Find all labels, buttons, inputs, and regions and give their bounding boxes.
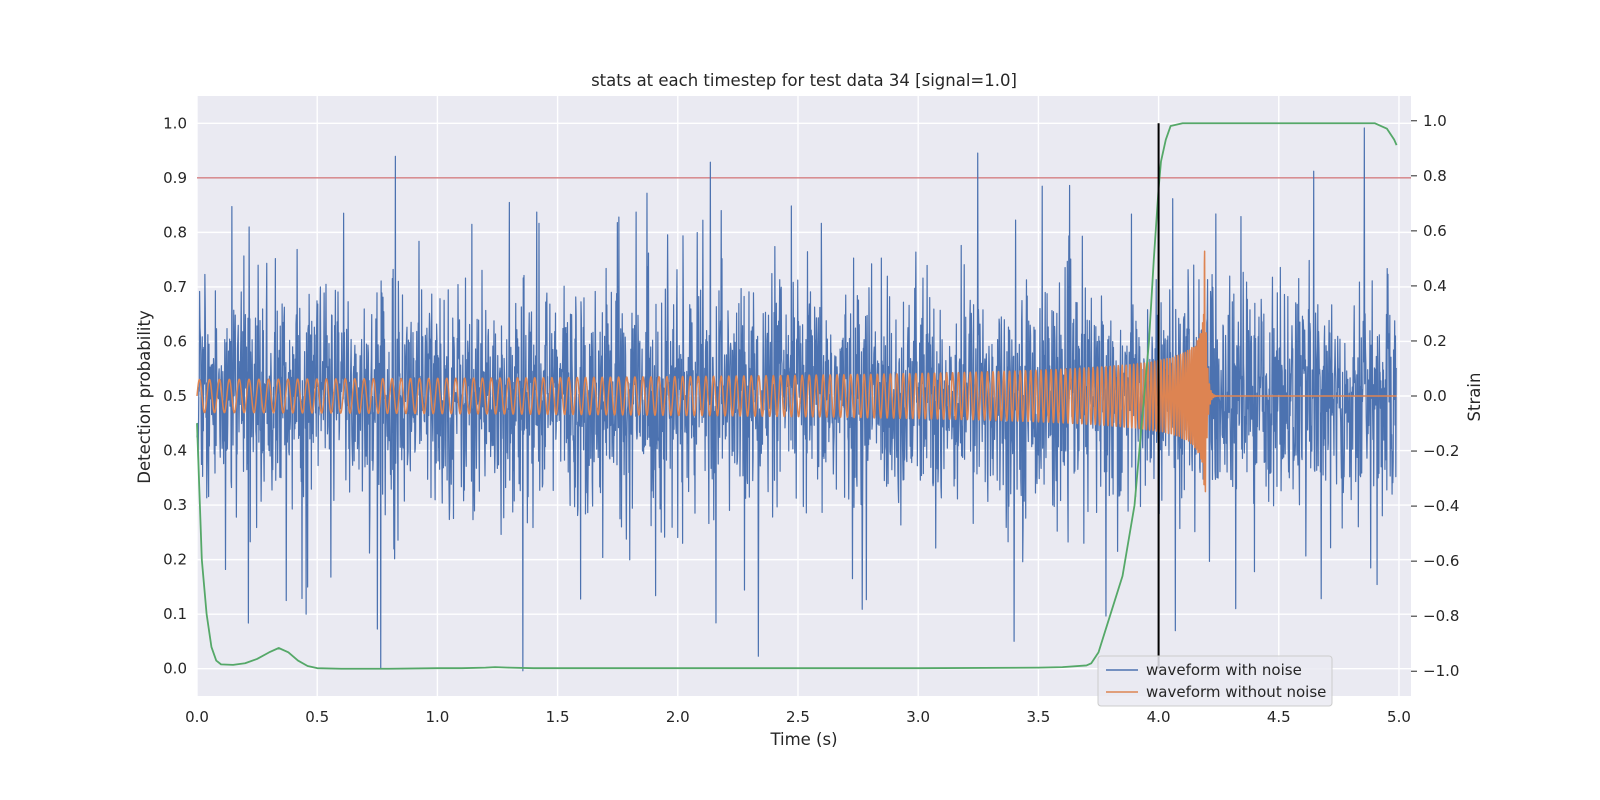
- x-tick-label: 2.5: [786, 708, 810, 726]
- y-left-tick-label: 0.8: [163, 223, 187, 241]
- probability-line: [196, 122, 1398, 670]
- x-axis-title: Time (s): [769, 730, 837, 749]
- y-axis-left-title: Detection probability: [135, 310, 154, 484]
- chirp-line: [196, 250, 1398, 493]
- legend-box: [1097, 655, 1333, 707]
- chart-title: stats at each timestep for test data 34 …: [591, 71, 1017, 90]
- y-right-tick-label: 0.4: [1423, 277, 1447, 295]
- legend-label-noise: waveform with noise: [1146, 661, 1302, 679]
- y-left-tick-label: 0.9: [163, 169, 187, 187]
- x-tick-label: 3.0: [906, 708, 930, 726]
- x-tick-label: 0.5: [305, 708, 329, 726]
- y-left-tick-label: 0.5: [163, 387, 187, 405]
- y-right-tick-label: −0.4: [1423, 497, 1459, 515]
- y-right-tick-label: −0.2: [1423, 442, 1459, 460]
- y-right-tick-label: 0.8: [1423, 167, 1447, 185]
- series-waveform-without-noise: [196, 250, 1398, 493]
- y-left-tick-label: 0.4: [163, 442, 187, 460]
- x-tick-label: 2.0: [666, 708, 690, 726]
- y-right-tick-label: 0.6: [1423, 222, 1447, 240]
- y-right-tick-label: 0.0: [1423, 387, 1447, 405]
- x-tick-label: 0.0: [185, 708, 209, 726]
- y-left-tick-label: 0.7: [163, 278, 187, 296]
- series-detection-probability: [196, 122, 1398, 670]
- y-left-tick-label: 0.0: [163, 660, 187, 678]
- legend: waveform with noise waveform without noi…: [1097, 655, 1333, 707]
- y-right-tick-label: 0.2: [1423, 332, 1447, 350]
- x-tick-label: 1.0: [425, 708, 449, 726]
- x-tick-label: 1.5: [546, 708, 570, 726]
- y-axis-right-title: Strain: [1465, 373, 1484, 422]
- y-left-tick-label: 0.2: [163, 551, 187, 569]
- y-right-tick-label: 1.0: [1423, 112, 1447, 130]
- y-left-tick-label: 0.3: [163, 496, 187, 514]
- x-tick-label: 4.5: [1267, 708, 1291, 726]
- axis-ticks: 0.0 0.5 1.0 1.5 2.0 2.5 3.0 3.5 4.0 4.5 5.0 0.0 0.1 0…: [163, 112, 1459, 726]
- y-left-tick-label: 0.6: [163, 332, 187, 350]
- y-left-tick-label: 1.0: [163, 114, 187, 132]
- x-tick-label: 4.0: [1147, 708, 1171, 726]
- x-tick-label: 3.5: [1026, 708, 1050, 726]
- y-right-tick-label: −1.0: [1423, 662, 1459, 680]
- legend-label-clean: waveform without noise: [1146, 683, 1326, 701]
- y-right-tick-label: −0.6: [1423, 552, 1459, 570]
- y-right-tick-label: −0.8: [1423, 607, 1459, 625]
- y-left-tick-label: 0.1: [163, 605, 187, 623]
- x-tick-label: 5.0: [1387, 708, 1411, 726]
